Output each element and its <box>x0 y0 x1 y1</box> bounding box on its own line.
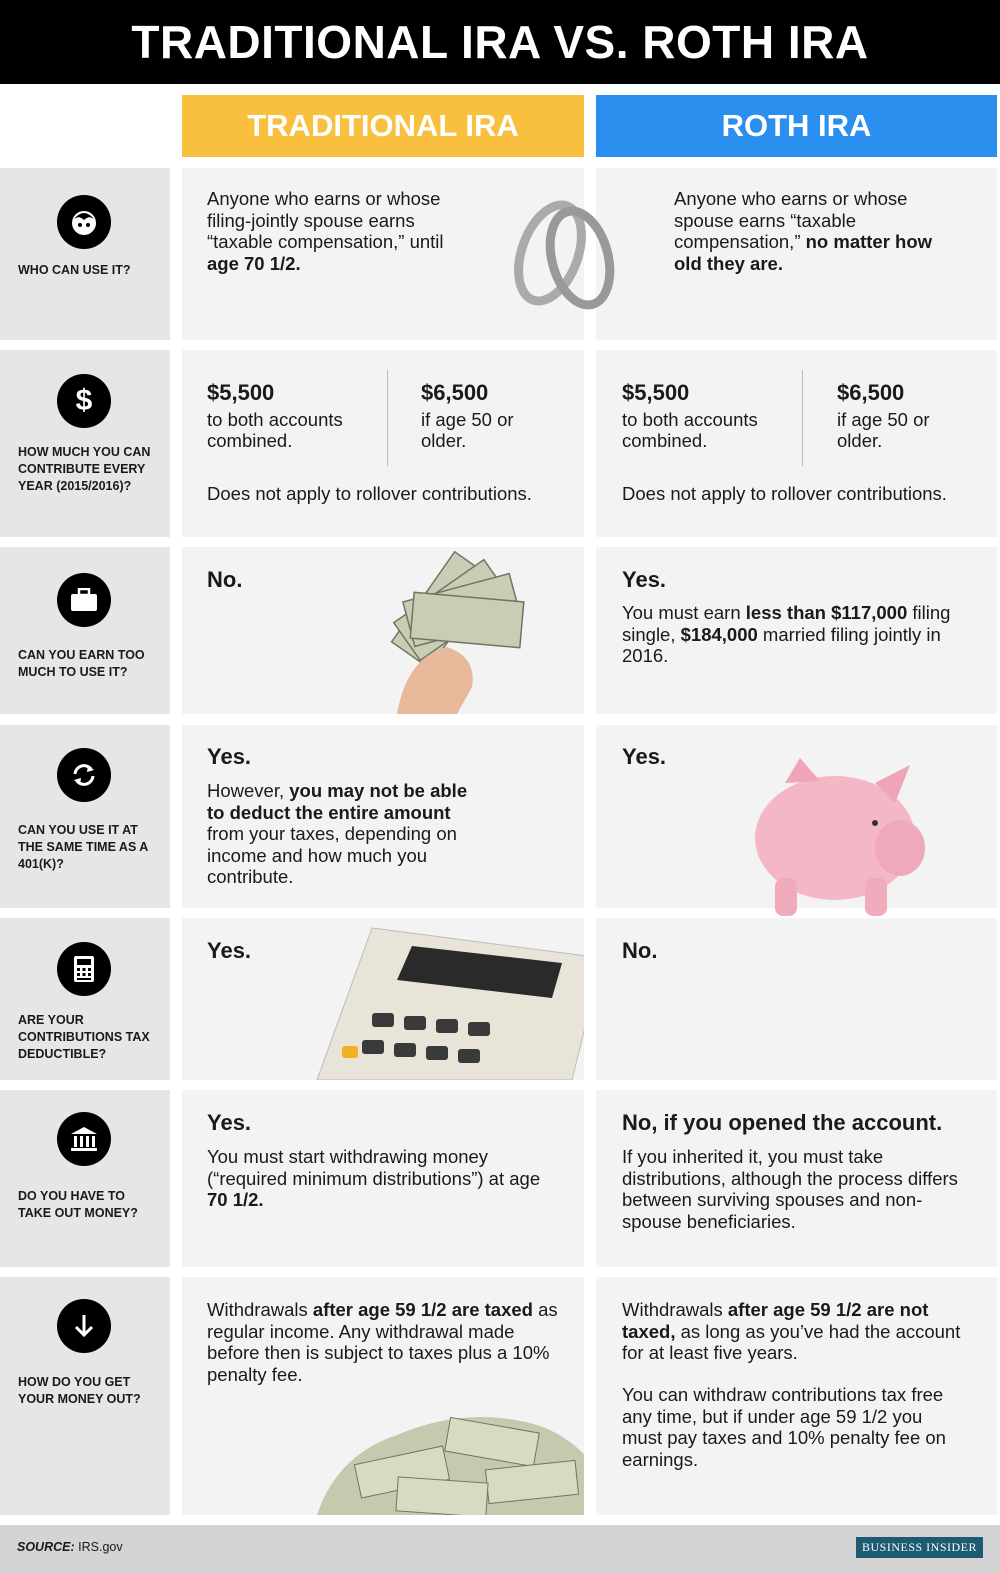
answer-bold: after age 59 1/2 are taxed <box>312 1299 533 1320</box>
answer-bold: after age 59 1/2 are not taxed, <box>622 1299 929 1342</box>
amount: $5,500 <box>207 380 275 405</box>
answer-bold: less than $117,000 <box>745 602 908 623</box>
traditional-cell: No. <box>182 547 584 714</box>
row-take-out-money: DO YOU HAVE TO TAKE OUT MONEY? Yes. You … <box>0 1090 1000 1267</box>
answer-text: You must earn <box>622 602 746 623</box>
traditional-cell: Yes. However, you may not be able to ded… <box>182 725 584 908</box>
divider <box>387 370 388 466</box>
roth-cell: Yes. You must earn less than $117,000 fi… <box>596 547 997 714</box>
amount-desc: if age 50 or older. <box>837 408 930 452</box>
amount: $5,500 <box>622 380 690 405</box>
answer-text: Anyone who earns or whose filing-jointly… <box>207 188 444 252</box>
answer-heading: Yes. <box>622 567 667 592</box>
answer-heading: No, if you opened the account. <box>622 1110 943 1135</box>
answer-text: Withdrawals <box>622 1299 728 1320</box>
traditional-cell: Yes. You must start withdrawing money (“… <box>182 1090 584 1267</box>
calculator-icon <box>57 942 111 996</box>
amount-desc: if age 50 or older. <box>421 408 514 452</box>
briefcase-icon <box>57 573 111 627</box>
question-text: CAN YOU USE IT AT THE SAME TIME AS A 401… <box>18 823 148 871</box>
row-label: DO YOU HAVE TO TAKE OUT MONEY? <box>0 1090 170 1267</box>
answer-text: You can withdraw contributions tax free … <box>622 1384 946 1470</box>
amount: $6,500 <box>837 380 905 405</box>
answer-heading: Yes. <box>207 744 252 769</box>
row-label: WHO CAN USE IT? <box>0 168 170 340</box>
row-who-can-use: WHO CAN USE IT? Anyone who earns or whos… <box>0 168 1000 340</box>
roth-cell: No. <box>596 918 997 1080</box>
row-label: ARE YOUR CONTRIBUTIONS TAX DEDUCTIBLE? <box>0 918 170 1080</box>
calculator-image <box>316 927 584 1080</box>
question-text: ARE YOUR CONTRIBUTIONS TAX DEDUCTIBLE? <box>18 1013 150 1061</box>
row-label: $ HOW MUCH YOU CAN CONTRIBUTE EVERY YEAR… <box>0 350 170 537</box>
footer: SOURCE: IRS.gov BUSINESS INSIDER <box>0 1525 1000 1573</box>
row-tax-deductible: ARE YOUR CONTRIBUTIONS TAX DEDUCTIBLE? Y… <box>0 918 1000 1080</box>
cash-pile-image <box>317 1416 584 1515</box>
roth-cell: $5,500 to both accounts combined. $6,500 i… <box>596 350 997 537</box>
answer-bold: you may not be able to deduct the entire… <box>207 780 468 823</box>
question-text: CAN YOU EARN TOO MUCH TO USE IT? <box>18 648 145 679</box>
answer-text: Withdrawals <box>207 1299 313 1320</box>
traditional-cell: Yes. <box>182 918 584 1080</box>
answer-text: If you inherited it, you must take distr… <box>622 1146 958 1232</box>
roth-cell: No, if you opened the account. If you in… <box>596 1090 997 1267</box>
row-get-money-out: HOW DO YOU GET YOUR MONEY OUT? Withdrawa… <box>0 1277 1000 1515</box>
answer-text: filing single, <box>622 602 951 645</box>
answer-bold: age 70 1/2. <box>207 252 301 274</box>
answer-text: as regular income. Any withdrawal made b… <box>207 1299 558 1385</box>
row-label: CAN YOU EARN TOO MUCH TO USE IT? <box>0 547 170 714</box>
source-text: IRS.gov <box>74 1540 123 1554</box>
row-401k: CAN YOU USE IT AT THE SAME TIME AS A 401… <box>0 725 1000 916</box>
row-contribution: $ HOW MUCH YOU CAN CONTRIBUTE EVERY YEAR… <box>0 350 1000 537</box>
answer-text: as long as you’ve had the account for at… <box>622 1320 961 1364</box>
cash-in-hand-image <box>390 550 525 714</box>
answer-bold: 70 1/2. <box>207 1189 264 1210</box>
answer-heading: Yes. <box>207 938 252 963</box>
answer-heading: No. <box>622 938 658 963</box>
wedding-rings-image <box>514 200 615 310</box>
answer-heading: Yes. <box>207 1110 252 1135</box>
divider <box>802 370 803 466</box>
answer-bold: no matter how old they are. <box>674 231 933 274</box>
question-text: WHO CAN USE IT? <box>18 263 131 277</box>
amount-desc: to both accounts combined. <box>207 408 343 452</box>
traditional-cell: Withdrawals after age 59 1/2 are taxed a… <box>182 1277 584 1515</box>
answer-heading: No. <box>207 567 243 592</box>
row-earn-too-much: CAN YOU EARN TOO MUCH TO USE IT? No. Yes… <box>0 547 1000 714</box>
note-text: Does not apply to rollover contributions… <box>622 483 947 504</box>
row-label: CAN YOU USE IT AT THE SAME TIME AS A 401… <box>0 725 170 908</box>
column-header-traditional: TRADITIONAL IRA <box>182 95 584 157</box>
source-label: SOURCE: <box>17 1540 75 1554</box>
page-title: TRADITIONAL IRA VS. ROTH IRA <box>0 0 1000 84</box>
traditional-cell: $5,500 to both accounts combined. $6,500 i… <box>182 350 584 537</box>
roth-cell: Anyone who earns or whose spouse earns “… <box>596 168 997 340</box>
amount: $6,500 <box>421 380 489 405</box>
row-label: HOW DO YOU GET YOUR MONEY OUT? <box>0 1277 170 1515</box>
answer-text: Anyone who earns or whose spouse earns “… <box>674 188 908 252</box>
note-text: Does not apply to rollover contributions… <box>207 483 532 504</box>
question-text: DO YOU HAVE TO TAKE OUT MONEY? <box>18 1189 138 1220</box>
answer-text: from your taxes, depending on income and… <box>207 823 457 887</box>
roth-cell: Withdrawals after age 59 1/2 are not tax… <box>596 1277 997 1515</box>
question-text: HOW DO YOU GET YOUR MONEY OUT? <box>18 1375 141 1406</box>
piggy-bank-image <box>755 758 925 916</box>
amount-desc: to both accounts combined. <box>622 408 758 452</box>
source-credit: SOURCE: IRS.gov <box>17 1540 123 1554</box>
answer-text: You must start withdrawing money (“requi… <box>207 1146 541 1189</box>
answer-text: However, <box>207 780 290 801</box>
dollar-icon: $ <box>57 374 111 428</box>
arrow-down-icon <box>57 1299 111 1353</box>
bank-icon <box>57 1112 111 1166</box>
business-insider-logo: BUSINESS INSIDER <box>855 1537 983 1558</box>
answer-bold: $184,000 <box>680 623 758 645</box>
answer-heading: Yes. <box>622 744 667 769</box>
refresh-icon <box>57 748 111 802</box>
answer-text: married filing jointly in 2016. <box>622 623 941 667</box>
column-header-roth: ROTH IRA <box>596 95 997 157</box>
person-icon <box>57 195 111 249</box>
question-text: HOW MUCH YOU CAN CONTRIBUTE EVERY YEAR (… <box>18 445 151 493</box>
